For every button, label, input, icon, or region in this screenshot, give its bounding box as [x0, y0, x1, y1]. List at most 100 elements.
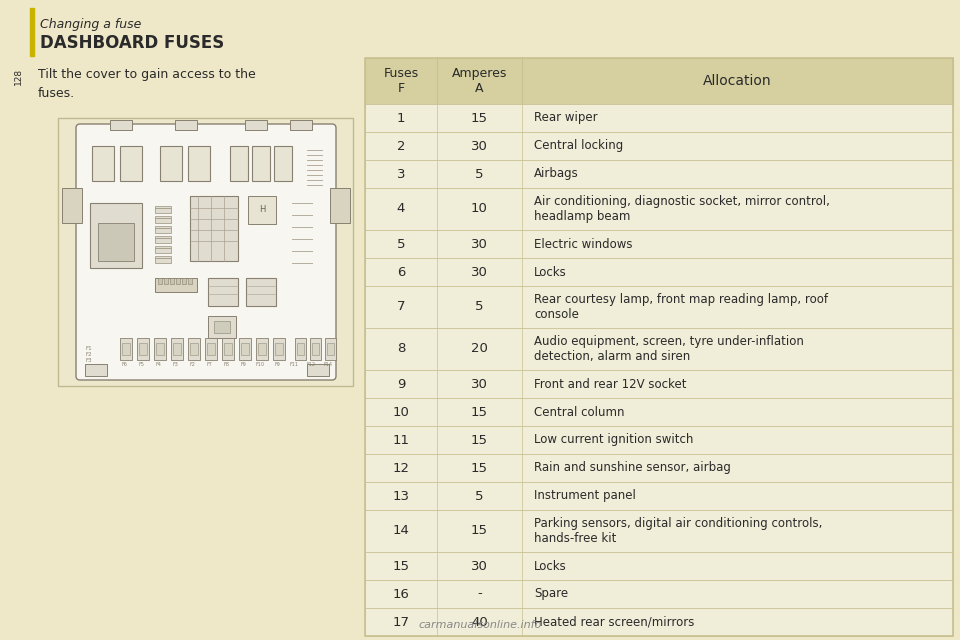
- Bar: [164, 278, 168, 284]
- Bar: [365, 552, 953, 580]
- Text: 8: 8: [396, 342, 405, 355]
- Bar: [248, 196, 276, 224]
- Text: F3: F3: [172, 362, 178, 367]
- Text: 11: 11: [393, 433, 410, 447]
- Bar: [258, 343, 266, 355]
- Bar: [137, 338, 149, 360]
- Text: F2: F2: [189, 362, 195, 367]
- Text: Electric windows: Electric windows: [534, 237, 633, 250]
- Text: F9: F9: [240, 362, 246, 367]
- Bar: [176, 278, 180, 284]
- Text: Central locking: Central locking: [534, 140, 623, 152]
- Bar: [205, 338, 217, 360]
- Bar: [365, 188, 953, 230]
- Text: 15: 15: [471, 406, 488, 419]
- Bar: [297, 343, 304, 355]
- Bar: [208, 278, 238, 306]
- Bar: [327, 343, 334, 355]
- Text: F8: F8: [223, 362, 228, 367]
- Bar: [365, 454, 953, 482]
- Bar: [188, 278, 192, 284]
- Text: 15: 15: [471, 111, 488, 125]
- Bar: [207, 343, 215, 355]
- Text: 15: 15: [471, 433, 488, 447]
- Bar: [241, 343, 249, 355]
- Bar: [155, 206, 171, 213]
- Bar: [310, 338, 321, 360]
- Text: Tilt the cover to gain access to the
fuses.: Tilt the cover to gain access to the fus…: [38, 68, 255, 100]
- Bar: [214, 321, 230, 333]
- Bar: [365, 328, 953, 370]
- Bar: [256, 338, 268, 360]
- Bar: [365, 230, 953, 258]
- Text: Amperes
A: Amperes A: [452, 67, 507, 95]
- Bar: [222, 338, 234, 360]
- Bar: [365, 286, 953, 328]
- Bar: [245, 120, 267, 130]
- Text: Air conditioning, diagnostic socket, mirror control,
headlamp beam: Air conditioning, diagnostic socket, mir…: [534, 195, 829, 223]
- Bar: [92, 146, 114, 181]
- Bar: [154, 338, 166, 360]
- Text: 30: 30: [471, 266, 488, 278]
- Bar: [155, 236, 171, 243]
- Bar: [155, 246, 171, 253]
- Text: 10: 10: [471, 202, 488, 216]
- Text: -: -: [477, 588, 482, 600]
- Text: 17: 17: [393, 616, 410, 628]
- Bar: [62, 188, 82, 223]
- Text: 15: 15: [471, 525, 488, 538]
- Bar: [365, 398, 953, 426]
- Bar: [365, 482, 953, 510]
- Bar: [295, 338, 306, 360]
- Text: F11: F11: [290, 362, 299, 367]
- Text: 2: 2: [396, 140, 405, 152]
- Text: F5: F5: [138, 362, 144, 367]
- Bar: [230, 146, 248, 181]
- Bar: [365, 58, 953, 636]
- Text: DASHBOARD FUSES: DASHBOARD FUSES: [40, 34, 225, 52]
- Text: 9: 9: [396, 378, 405, 390]
- Text: 13: 13: [393, 490, 410, 502]
- Text: Parking sensors, digital air conditioning controls,
hands-free kit: Parking sensors, digital air conditionin…: [534, 517, 823, 545]
- Text: Airbags: Airbags: [534, 168, 579, 180]
- Bar: [325, 338, 336, 360]
- Bar: [365, 426, 953, 454]
- Bar: [365, 258, 953, 286]
- Bar: [155, 278, 197, 292]
- Text: Locks: Locks: [534, 266, 566, 278]
- Bar: [290, 120, 312, 130]
- Bar: [365, 58, 953, 104]
- Bar: [160, 146, 182, 181]
- Bar: [155, 256, 171, 263]
- Text: 20: 20: [471, 342, 488, 355]
- Bar: [120, 146, 142, 181]
- FancyBboxPatch shape: [76, 124, 336, 380]
- Text: 12: 12: [393, 461, 410, 474]
- Text: Rain and sunshine sensor, airbag: Rain and sunshine sensor, airbag: [534, 461, 731, 474]
- Text: Audio equipment, screen, tyre under-inflation
detection, alarm and siren: Audio equipment, screen, tyre under-infl…: [534, 335, 804, 363]
- Text: 6: 6: [396, 266, 405, 278]
- Bar: [90, 203, 142, 268]
- Text: F12: F12: [306, 362, 316, 367]
- Bar: [85, 364, 107, 376]
- Bar: [190, 196, 238, 261]
- Text: 30: 30: [471, 237, 488, 250]
- Bar: [365, 104, 953, 132]
- Text: 30: 30: [471, 140, 488, 152]
- Text: 5: 5: [396, 237, 405, 250]
- Text: 10: 10: [393, 406, 409, 419]
- Text: Allocation: Allocation: [703, 74, 772, 88]
- Text: 30: 30: [471, 559, 488, 573]
- Text: 40: 40: [471, 616, 488, 628]
- Bar: [155, 226, 171, 233]
- Bar: [273, 338, 285, 360]
- Text: 15: 15: [393, 559, 410, 573]
- Text: Spare: Spare: [534, 588, 568, 600]
- Bar: [208, 316, 236, 338]
- Text: 15: 15: [471, 461, 488, 474]
- Text: F10: F10: [255, 362, 265, 367]
- Bar: [170, 278, 174, 284]
- Text: 4: 4: [396, 202, 405, 216]
- Text: F4: F4: [156, 362, 161, 367]
- Bar: [120, 338, 132, 360]
